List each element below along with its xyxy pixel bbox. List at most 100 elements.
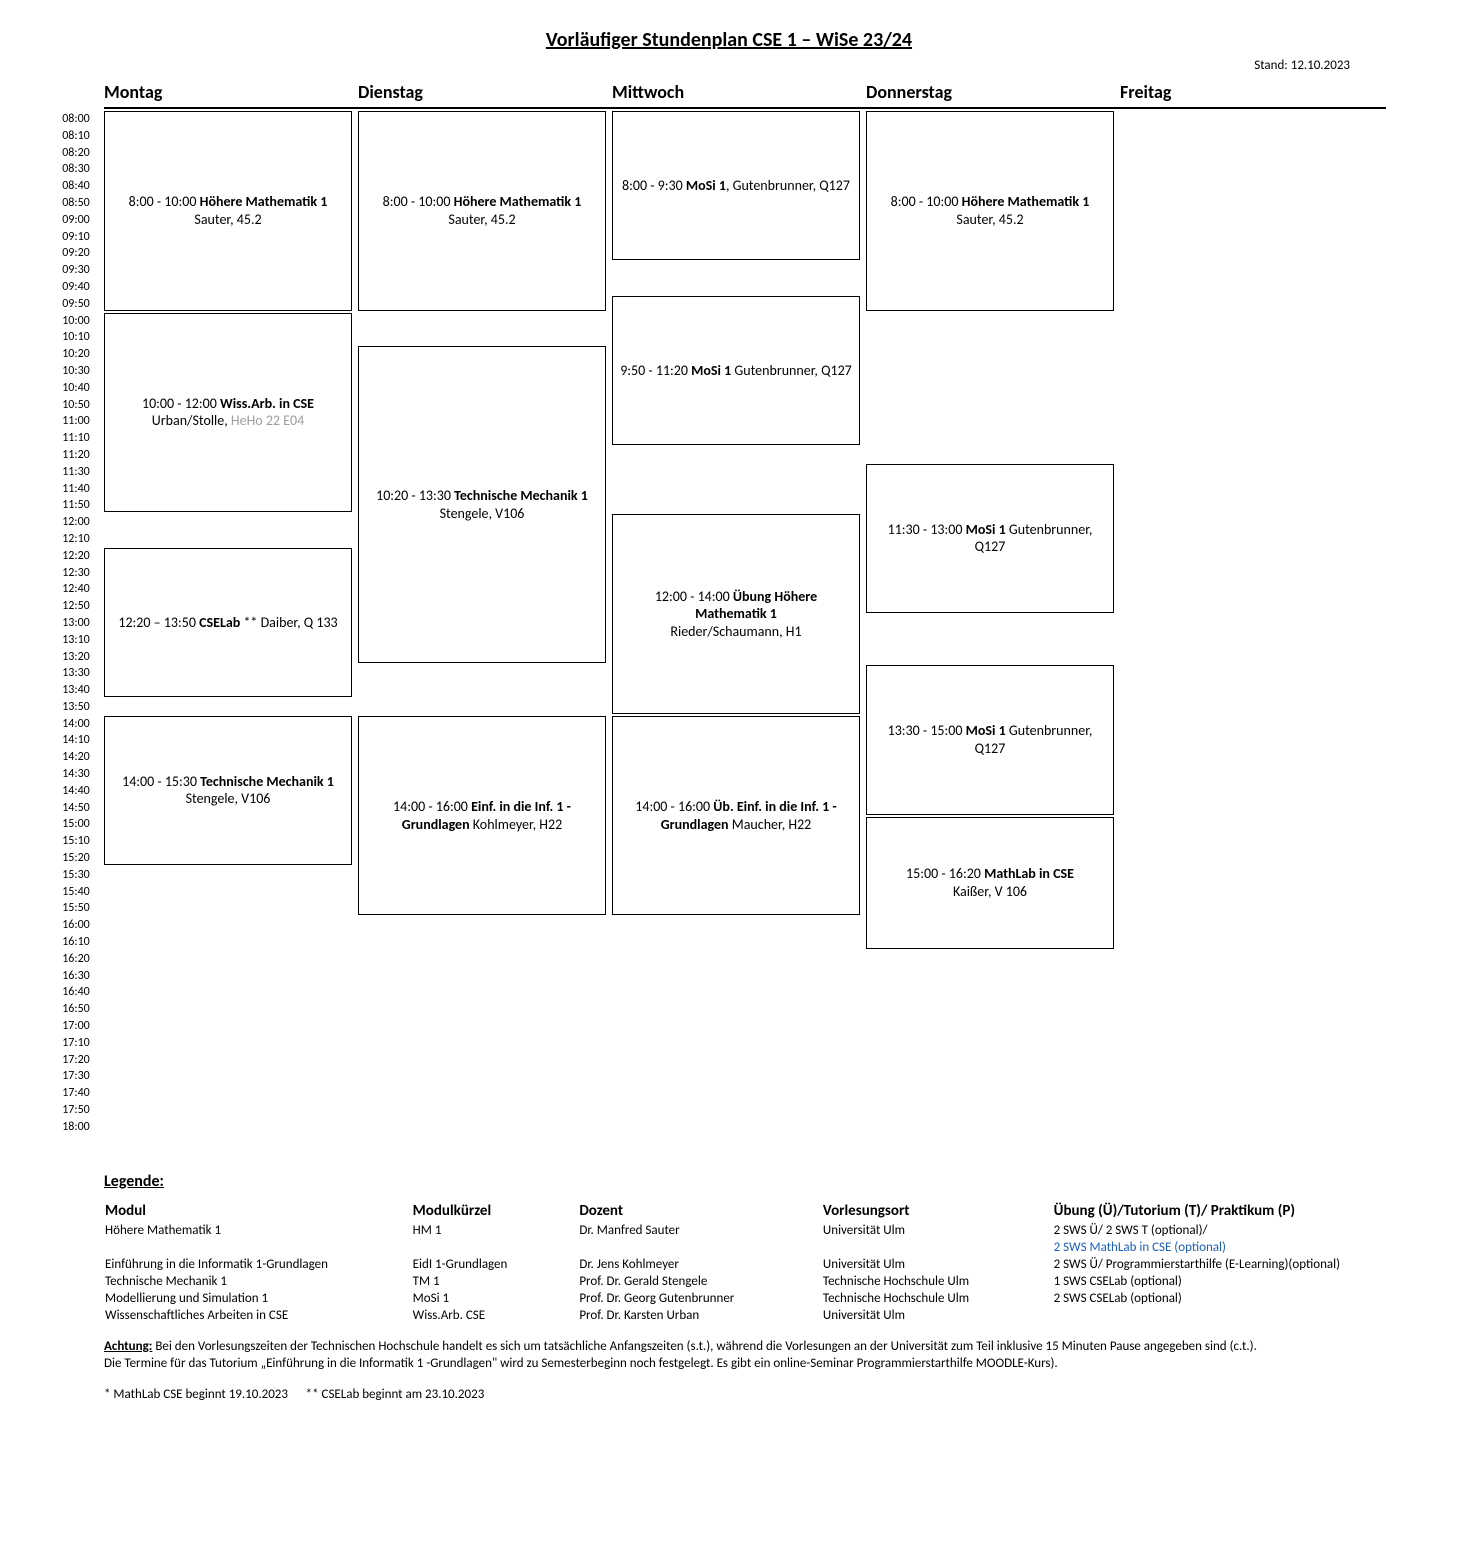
time-label: 14:20 [48, 749, 104, 766]
legend-header: Übung (Ü)/Tutorium (T)/ Praktikum (P) [1053, 1201, 1386, 1222]
time-label: 10:40 [48, 380, 104, 397]
legend-row: 2 SWS MathLab in CSE (optional) [104, 1239, 1386, 1256]
time-label: 14:10 [48, 732, 104, 749]
event-mon-cselab: 12:20 – 13:50 CSELab ** Daiber, Q 133 [104, 548, 352, 697]
time-label: 12:50 [48, 598, 104, 615]
achtung-text-1: Bei den Vorlesungszeiten der Technischen… [152, 1339, 1256, 1354]
page-title: Vorläufiger Stundenplan CSE 1 – WiSe 23/… [48, 28, 1410, 52]
time-label: 15:40 [48, 884, 104, 901]
time-label: 16:10 [48, 934, 104, 951]
time-label: 17:20 [48, 1052, 104, 1069]
day-header: Donnerstag [866, 81, 1116, 109]
time-label: 16:20 [48, 951, 104, 968]
time-label: 12:30 [48, 565, 104, 582]
time-label: 14:30 [48, 766, 104, 783]
legend-cell: Prof. Dr. Georg Gutenbrunner [578, 1290, 822, 1307]
legend-cell [1053, 1307, 1386, 1324]
event-mit-ueb-einf: 14:00 - 16:00 Üb. Einf. in die Inf. 1 - … [612, 716, 860, 916]
time-label: 16:30 [48, 968, 104, 985]
legend-cell: Prof. Dr. Karsten Urban [578, 1307, 822, 1324]
time-label: 11:00 [48, 413, 104, 430]
time-label: 17:40 [48, 1085, 104, 1102]
achtung-text-2: Die Termine für das Tutorium „Einführung… [104, 1356, 1058, 1371]
time-label: 08:40 [48, 178, 104, 195]
legend-header: Dozent [578, 1201, 822, 1222]
legend-cell: 2 SWS CSELab (optional) [1053, 1290, 1386, 1307]
time-label: 13:40 [48, 682, 104, 699]
time-label: 15:10 [48, 833, 104, 850]
time-label: 17:50 [48, 1102, 104, 1119]
time-label: 10:00 [48, 313, 104, 330]
time-label: 09:40 [48, 279, 104, 296]
day-header: Dienstag [358, 81, 608, 109]
legend-cell [822, 1239, 1053, 1256]
time-label: 13:50 [48, 699, 104, 716]
time-label: 11:40 [48, 481, 104, 498]
legend-cell: 2 SWS MathLab in CSE (optional) [1053, 1239, 1386, 1256]
legend-table: ModulModulkürzelDozentVorlesungsortÜbung… [104, 1201, 1386, 1324]
event-don-mathlab: 15:00 - 16:20 MathLab in CSEKaißer, V 10… [866, 817, 1114, 949]
legend-cell: Dr. Manfred Sauter [578, 1222, 822, 1239]
time-label: 16:40 [48, 984, 104, 1001]
time-label: 13:10 [48, 632, 104, 649]
event-mit-mosi1: 8:00 - 9:30 MoSi 1, Gutenbrunner, Q127 [612, 111, 860, 260]
achtung-label: Achtung: [104, 1339, 152, 1354]
time-label: 15:50 [48, 900, 104, 917]
footnotes: * MathLab CSE beginnt 19.10.2023 ** CSEL… [104, 1387, 1386, 1402]
time-label: 17:00 [48, 1018, 104, 1035]
time-label: 12:10 [48, 531, 104, 548]
time-label: 14:00 [48, 716, 104, 733]
time-label: 13:20 [48, 649, 104, 666]
day-header: Montag [104, 81, 354, 109]
time-label: 08:20 [48, 145, 104, 162]
time-label: 09:50 [48, 296, 104, 313]
legend-cell: Dr. Jens Kohlmeyer [578, 1256, 822, 1273]
legend-title: Legende: [104, 1172, 1386, 1191]
time-label: 08:50 [48, 195, 104, 212]
legend-cell: MoSi 1 [412, 1290, 579, 1307]
time-label: 11:10 [48, 430, 104, 447]
legend-cell: TM 1 [412, 1273, 579, 1290]
legend-row: Wissenschaftliches Arbeiten in CSEWiss.A… [104, 1307, 1386, 1324]
legend-cell: Wissenschaftliches Arbeiten in CSE [104, 1307, 412, 1324]
day-header: Freitag [1120, 81, 1370, 109]
achtung-note: Achtung: Bei den Vorlesungszeiten der Te… [104, 1338, 1386, 1373]
time-label: 12:20 [48, 548, 104, 565]
timetable: 08:0008:1008:2008:3008:4008:5009:0009:10… [48, 83, 1410, 1144]
legend-cell: Modellierung und Simulation 1 [104, 1290, 412, 1307]
event-mit-ueb-hm: 12:00 - 14:00 Übung Höhere Mathematik 1R… [612, 514, 860, 714]
legend-row: Technische Mechanik 1TM 1Prof. Dr. Geral… [104, 1273, 1386, 1290]
legend-cell [104, 1239, 412, 1256]
legend-cell: Wiss.Arb. CSE [412, 1307, 579, 1324]
legend-cell: Universität Ulm [822, 1222, 1053, 1239]
legend-cell: Universität Ulm [822, 1256, 1053, 1273]
time-label: 17:10 [48, 1035, 104, 1052]
event-don-mosi2: 13:30 - 15:00 MoSi 1 Gutenbrunner, Q127 [866, 665, 1114, 814]
time-label: 10:30 [48, 363, 104, 380]
legend-cell: 1 SWS CSELab (optional) [1053, 1273, 1386, 1290]
legend-cell: Technische Hochschule Ulm [822, 1290, 1053, 1307]
event-mon-wiss: 10:00 - 12:00 Wiss.Arb. in CSEUrban/Stol… [104, 313, 352, 513]
time-label: 10:50 [48, 397, 104, 414]
event-mon-tm1: 14:00 - 15:30 Technische Mechanik 1 Sten… [104, 716, 352, 865]
legend-section: Legende: ModulModulkürzelDozentVorlesung… [48, 1172, 1410, 1402]
time-label: 08:00 [48, 111, 104, 128]
event-die-einf: 14:00 - 16:00 Einf. in die Inf. 1 - Grun… [358, 716, 606, 916]
time-label: 12:40 [48, 581, 104, 598]
event-don-hm1: 8:00 - 10:00 Höhere Mathematik 1 Sauter,… [866, 111, 1114, 311]
event-mit-mosi2: 9:50 - 11:20 MoSi 1 Gutenbrunner, Q127 [612, 296, 860, 445]
legend-cell: Höhere Mathematik 1 [104, 1222, 412, 1239]
time-label: 15:30 [48, 867, 104, 884]
footnote-2: ** CSELab beginnt am 23.10.2023 [306, 1387, 485, 1402]
event-don-mosi1: 11:30 - 13:00 MoSi 1 Gutenbrunner, Q127 [866, 464, 1114, 613]
time-label: 08:10 [48, 128, 104, 145]
time-label: 09:20 [48, 245, 104, 262]
time-label: 10:20 [48, 346, 104, 363]
legend-header: Modul [104, 1201, 412, 1222]
time-label: 16:50 [48, 1001, 104, 1018]
time-label: 18:00 [48, 1119, 104, 1136]
time-label: 15:00 [48, 816, 104, 833]
status-date: Stand: 12.10.2023 [48, 58, 1410, 73]
event-mon-hm1: 8:00 - 10:00 Höhere Mathematik 1 Sauter,… [104, 111, 352, 311]
legend-cell: HM 1 [412, 1222, 579, 1239]
